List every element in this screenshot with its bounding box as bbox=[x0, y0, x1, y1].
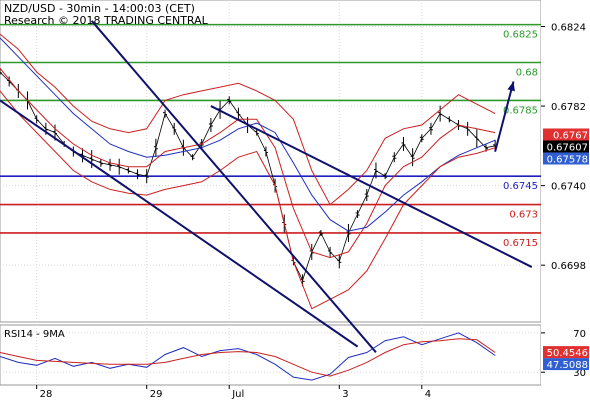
price-tag-bg bbox=[543, 128, 589, 141]
rsi-series bbox=[0, 332, 496, 381]
x-tick-label: Jul bbox=[231, 389, 244, 400]
y-tick-label: 0.6782 bbox=[551, 102, 586, 113]
rsi-tag-label: 50.4546 bbox=[547, 348, 588, 359]
chart-copyright: Research © 2018 TRADING CENTRAL bbox=[4, 14, 209, 27]
price-tag-bg bbox=[543, 152, 589, 165]
level-label: 0.68 bbox=[516, 68, 538, 79]
rsi-line-1 bbox=[0, 338, 496, 377]
price-tag-label: 0.6767 bbox=[553, 130, 588, 141]
level-label: 0.6825 bbox=[503, 30, 538, 41]
rsi-y-tick-label: 30 bbox=[573, 368, 586, 379]
level-label: 0.6745 bbox=[503, 181, 538, 192]
x-tick-label: 28 bbox=[40, 389, 53, 400]
price-tag-label: 0.67578 bbox=[547, 154, 588, 165]
price-tag-bg bbox=[543, 140, 589, 153]
rsi-y-tick-label: 70 bbox=[573, 329, 586, 340]
y-tick-label: 0.6698 bbox=[551, 261, 586, 272]
level-label: 0.673 bbox=[509, 210, 538, 221]
rsi-tag-bg bbox=[543, 346, 589, 359]
x-tick-label: 3 bbox=[342, 389, 348, 400]
series-line-4 bbox=[0, 90, 496, 310]
right-axis-area bbox=[541, 0, 590, 385]
level-lines: 0.6825 0.68 0.6785 0.6745 0.673 0.6715 bbox=[0, 23, 541, 249]
rsi-tag-label: 47.5088 bbox=[547, 360, 588, 371]
series-line-3 bbox=[0, 33, 496, 206]
price-tag-label: 0.67607 bbox=[547, 142, 588, 153]
channel-lines bbox=[0, 20, 533, 353]
level-label: 0.6715 bbox=[503, 238, 538, 249]
level-label: 0.6785 bbox=[503, 105, 538, 116]
rsi-tag-bg bbox=[543, 358, 589, 371]
chart-title: NZD/USD - 30min - 14:00:03 (CET) bbox=[4, 2, 195, 15]
channel-line bbox=[90, 20, 377, 353]
target-arrow-head bbox=[507, 81, 515, 92]
channel-line bbox=[0, 99, 359, 348]
series-line-2 bbox=[0, 37, 496, 232]
main-plot-area bbox=[0, 0, 542, 323]
x-tick-label: 4 bbox=[425, 389, 431, 400]
series-line-1 bbox=[0, 67, 496, 259]
x-tick-label: 29 bbox=[150, 389, 163, 400]
y-tick-label: 0.6824 bbox=[551, 23, 586, 34]
target-arrow-shaft bbox=[494, 81, 515, 152]
grid-layer bbox=[0, 0, 541, 385]
y-tick-label: 0.6740 bbox=[551, 182, 586, 193]
price-series bbox=[0, 33, 498, 310]
channel-line bbox=[210, 105, 533, 268]
rsi-title: RSI14 - 9MA bbox=[4, 329, 65, 340]
axis-labels: 0.6824 0.6782 0.6740 0.6698 70 30 28 29 Jul 3 4 bbox=[36, 23, 586, 400]
